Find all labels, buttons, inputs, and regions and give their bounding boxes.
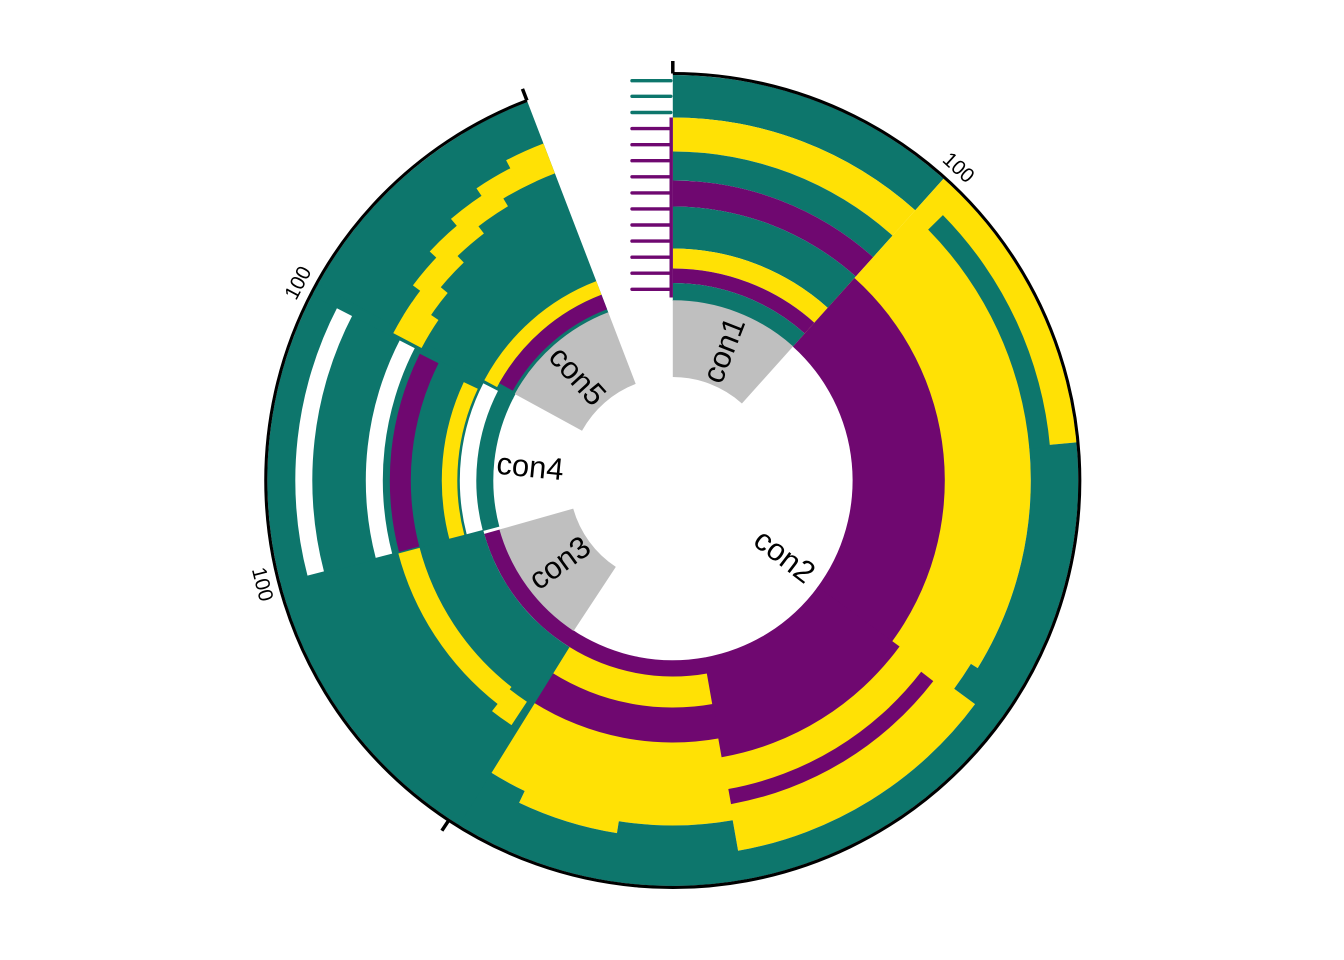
svg-text:con4: con4 [495, 446, 565, 487]
svg-text:con2: con2 [747, 522, 822, 591]
svg-text:100: 100 [247, 565, 278, 604]
